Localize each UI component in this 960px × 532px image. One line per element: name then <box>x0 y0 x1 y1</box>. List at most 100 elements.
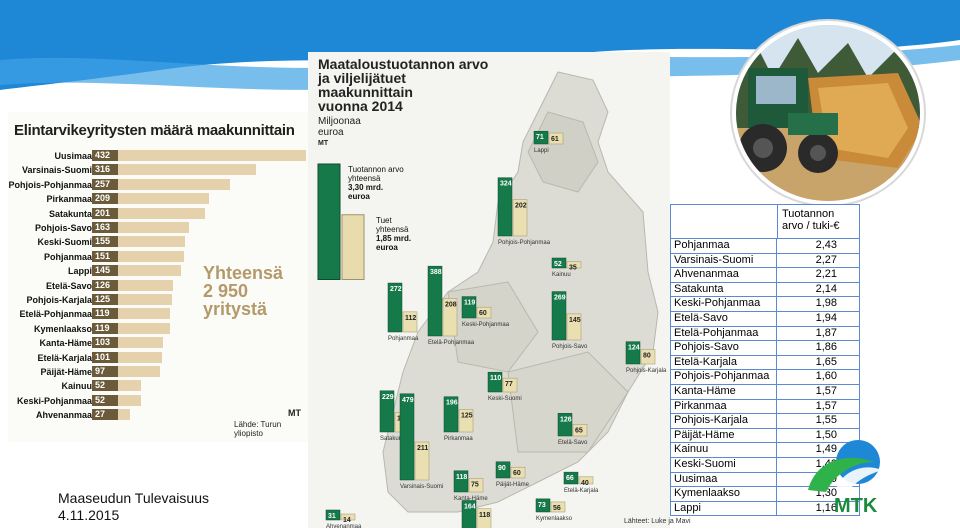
production-bar <box>551 257 567 269</box>
region-label: Pohjois-Savo <box>552 344 588 350</box>
region-label: Etelä-Pohjanmaa <box>428 340 475 346</box>
production-bar <box>443 396 459 433</box>
table-region-cell: Satakunta <box>671 282 777 297</box>
production-bar <box>551 291 567 341</box>
legend-line: yhteensä <box>348 174 381 183</box>
table-region-cell: Lappi <box>671 501 777 516</box>
business-bar <box>118 250 184 262</box>
legend-line: euroa <box>376 243 398 252</box>
production-value: 52 <box>554 261 562 268</box>
table-row: Etelä-Pohjanmaa 1,87 <box>671 326 859 342</box>
table-region-cell: Pohjois-Savo <box>671 341 777 355</box>
region-label: Keski-Pohjanmaa <box>462 322 510 328</box>
business-row: Etelä-Karjala 101 <box>8 351 308 364</box>
region-label: Kymenlaakso <box>536 516 573 522</box>
map-source: Lähteet: Luke ja Mavi <box>624 518 691 525</box>
business-count-chart: Elintarvikeyritysten määrä maakunnittain… <box>8 112 308 442</box>
table-ratio-cell: 1,49 <box>815 443 837 456</box>
production-value: 479 <box>402 397 414 404</box>
map-mt-mark: MT <box>318 140 329 147</box>
business-value-label: 101 <box>92 351 118 363</box>
support-value: 112 <box>405 315 416 322</box>
business-region-name: Ahvenanmaa <box>35 410 92 421</box>
region-label: Etelä-Savo <box>558 440 588 446</box>
production-bar <box>563 471 579 485</box>
table-region-cell: Päijät-Häme <box>671 428 777 443</box>
ratio-table: Tuotannon arvo / tuki-€ Pohjanmaa 2,43 Var… <box>670 204 860 517</box>
business-row: Pohjois-Pohjanmaa 257 <box>8 178 308 191</box>
production-value: 110 <box>490 375 501 382</box>
production-value: 126 <box>560 416 572 423</box>
table-ratio-cell: 1,16 <box>815 501 837 514</box>
support-value: 60 <box>479 310 487 317</box>
business-value-label: 126 <box>92 279 118 291</box>
business-region-name: Satakunta <box>48 208 92 219</box>
support-value: 56 <box>553 505 561 512</box>
support-bar <box>468 478 484 493</box>
region-label: Etelä-Karjala <box>564 488 599 494</box>
table-header-line: arvo / tuki-€ <box>782 220 840 232</box>
business-value-label: 103 <box>92 337 118 349</box>
business-row: Lappi 145 <box>8 265 308 277</box>
business-row: Etelä-Savo 126 <box>8 279 308 292</box>
business-region-name: Kainuu <box>61 381 93 392</box>
table-ratio-cell: 1,98 <box>815 297 837 310</box>
business-total-unit: yritystä <box>203 299 268 319</box>
production-bar <box>535 498 551 513</box>
support-value: 40 <box>581 480 589 487</box>
production-value: 73 <box>538 502 546 509</box>
business-row: Uusimaa 432 <box>8 150 308 162</box>
support-value: 61 <box>551 136 559 143</box>
support-value: 118 <box>479 512 490 519</box>
production-value: 196 <box>446 400 458 407</box>
footer: Maaseudun Tulevaisuus 4.11.2015 <box>58 490 209 524</box>
support-bar <box>442 298 458 337</box>
table-row: Päijät-Häme 1,50 <box>671 428 859 444</box>
production-bar <box>399 393 415 481</box>
map-unit: Miljoonaa euroa MT <box>318 116 361 149</box>
region-label: Pohjois-Karjala <box>626 368 667 374</box>
business-region-name: Kymenlaakso <box>33 323 92 334</box>
support-value: 35 <box>569 265 577 272</box>
business-total-label: Yhteensä <box>203 263 284 283</box>
support-bar <box>512 199 528 237</box>
table-header-ratio: Tuotannon arvo / tuki-€ <box>778 205 859 238</box>
support-bar <box>402 311 418 333</box>
business-region-name: Etelä-Savo <box>45 280 92 291</box>
footer-source: Maaseudun Tulevaisuus <box>58 490 209 506</box>
table-ratio-cell: 1,55 <box>815 414 837 427</box>
support-bar <box>502 377 518 393</box>
table-row: Satakunta 2,14 <box>671 282 859 298</box>
production-bar <box>453 470 469 493</box>
table-region-cell: Kainuu <box>671 443 777 457</box>
business-value-label: 432 <box>92 150 118 161</box>
legend-line: yhteensä <box>376 225 409 234</box>
table-region-cell: Kanta-Häme <box>671 384 777 399</box>
legend-line: euroa <box>348 192 370 201</box>
legend-support: Tuet yhteensä 1,85 mrd. euroa <box>376 216 411 252</box>
region-label: Pohjanmaa <box>388 336 419 342</box>
business-bar <box>118 294 173 305</box>
business-bar <box>118 337 163 349</box>
business-row: Keski-Pohjanmaa 52 <box>8 394 308 407</box>
region-label: Pohjois-Pohjanmaa <box>498 240 551 246</box>
production-bar <box>387 282 403 333</box>
support-value: 202 <box>515 203 527 210</box>
map-title-line: maakunnittain <box>318 84 413 100</box>
table-row: Etelä-Karjala 1,65 <box>671 355 859 371</box>
table-row: Pohjois-Pohjanmaa 1,60 <box>671 370 859 385</box>
map-title-line: ja viljelijätuet <box>318 70 406 86</box>
table-region-cell: Pirkanmaa <box>671 399 777 414</box>
support-bar <box>476 306 492 319</box>
business-value-label: 155 <box>92 236 118 248</box>
production-bar <box>557 413 573 437</box>
table-row: Etelä-Savo 1,94 <box>671 311 859 327</box>
table-ratio-cell: 1,60 <box>815 370 837 383</box>
business-bar <box>118 322 170 334</box>
production-bar <box>461 296 477 319</box>
support-bar <box>548 132 564 145</box>
table-ratio-cell: 2,21 <box>815 268 837 281</box>
business-row: Pohjois-Savo 163 <box>8 222 308 234</box>
table-ratio-cell: 1,57 <box>815 399 837 412</box>
business-bar <box>118 279 173 291</box>
